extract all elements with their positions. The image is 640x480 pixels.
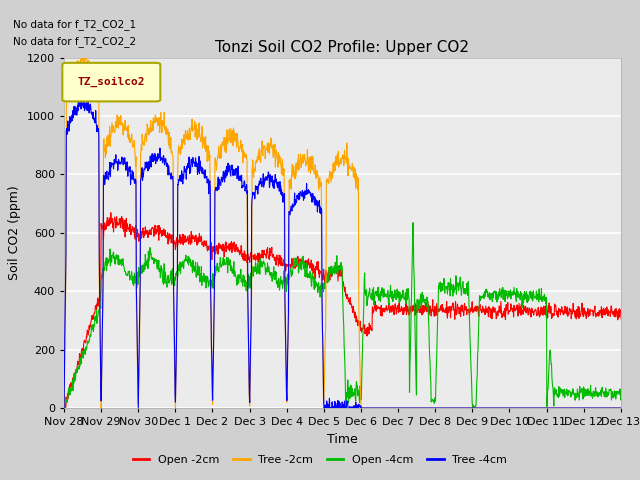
Y-axis label: Soil CO2 (ppm): Soil CO2 (ppm) [8, 185, 21, 280]
X-axis label: Time: Time [327, 432, 358, 445]
Text: No data for f_T2_CO2_2: No data for f_T2_CO2_2 [13, 36, 136, 47]
Legend: Open -2cm, Tree -2cm, Open -4cm, Tree -4cm: Open -2cm, Tree -2cm, Open -4cm, Tree -4… [128, 451, 512, 469]
Text: No data for f_T2_CO2_1: No data for f_T2_CO2_1 [13, 19, 136, 30]
Title: Tonzi Soil CO2 Profile: Upper CO2: Tonzi Soil CO2 Profile: Upper CO2 [216, 40, 469, 55]
